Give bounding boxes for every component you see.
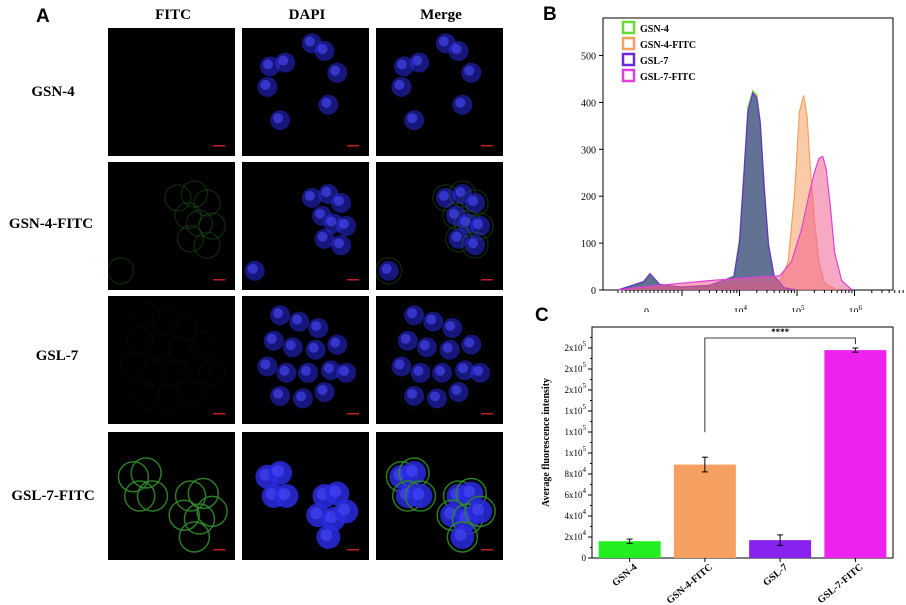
bar-category-label: GSL-7 [761, 562, 790, 589]
bar-category-label: GSN-4 [610, 562, 639, 589]
row-label-gsn-4: GSN-4 [31, 84, 75, 100]
flow-cytometry-histogram: 01002003004005000104105106107GSN-4GSN-4-… [581, 17, 904, 312]
bar-y-tick-label: 0 [582, 553, 587, 563]
flow-legend-label: GSL-7 [640, 56, 668, 67]
bar-y-tick-label: 1x105 [565, 424, 587, 437]
flow-legend-swatch [621, 20, 636, 35]
flow-y-tick-label: 400 [581, 98, 596, 109]
bar-gsl-7-fitc [824, 350, 887, 558]
bar-gsn-4 [598, 541, 661, 558]
row-label-gsn-4-fitc: GSN-4-FITC [8, 216, 94, 232]
micrograph-gsl-7-fitc-dapi [242, 432, 369, 560]
bar-y-tick-label: 6x104 [565, 487, 587, 500]
fluorescence-intensity-bar-chart: 0 2x104 4x104 6x104 8x104 1x105 1x105 1x105 2x10… [541, 326, 894, 605]
bar-y-tick-label: 4x104 [565, 508, 587, 521]
flow-x-tick-label: 106 [849, 304, 863, 312]
flow-x-tick-label: 105 [791, 304, 805, 312]
bar-gsl-7 [749, 540, 812, 558]
flow-legend-swatch [621, 68, 636, 83]
flow-y-tick-label: 300 [581, 145, 596, 156]
panel-c-letter: C [535, 305, 549, 326]
micrograph-gsn-4-fitc-merge [376, 162, 503, 290]
bar-y-tick-label: 2x104 [565, 529, 587, 542]
flow-y-tick-label: 0 [591, 286, 596, 297]
flow-legend-label: GSN-4-FITC [640, 40, 696, 51]
bar-y-tick-label: 8x104 [565, 466, 587, 479]
bar-gsn-4-fitc [673, 464, 736, 558]
flow-legend-swatch [621, 52, 636, 67]
bar-y-axis-label: Average fluorescence intensity [541, 378, 552, 507]
flow-y-tick-label: 200 [581, 192, 596, 203]
panel-b-letter: B [543, 4, 557, 25]
flow-legend-label: GSL-7-FITC [640, 72, 696, 83]
micrograph-gsn-4-merge [376, 28, 503, 156]
flow-series-line-gsl-7-fitc [617, 155, 853, 291]
flow-y-tick-label: 100 [581, 239, 596, 250]
micrograph-gsn-4-fitc [108, 28, 235, 156]
row-label-gsl-7: GSL-7 [35, 348, 79, 364]
micrograph-gsn-4-fitc-dapi [242, 162, 369, 290]
column-header-dapi: DAPI [288, 7, 326, 23]
column-header-fitc: FITC [155, 7, 191, 23]
column-header-merge: Merge [420, 7, 462, 23]
row-label-gsl-7-fitc: GSL-7-FITC [11, 488, 95, 504]
micrograph-gsn-4-dapi [242, 28, 369, 156]
flow-series-area-gsl-7 [618, 93, 797, 290]
bar-category-label: GSL-7-FITC [816, 562, 866, 605]
flow-legend-swatch [621, 36, 636, 51]
panel-a-letter: A [36, 6, 50, 27]
bar-y-tick-label: 2x105 [565, 382, 587, 395]
micrograph-gsn-4-fitc-fitc [108, 162, 235, 290]
flow-x-tick-label: 0 [644, 307, 649, 312]
micrograph-gsl-7-fitc [108, 296, 235, 424]
micrograph-gsl-7-dapi [242, 296, 369, 424]
micrograph-gsl-7-fitc-merge [376, 432, 503, 560]
flow-legend-label: GSN-4 [640, 24, 669, 35]
bar-y-tick-label: 1x105 [565, 403, 587, 416]
bar-category-label: GSN-4-FITC [665, 562, 715, 605]
flow-y-tick-label: 500 [581, 52, 596, 63]
bar-y-tick-label: 2x105 [565, 340, 587, 353]
micrograph-gsl-7-fitc-fitc [108, 432, 235, 560]
flow-series-line-gsl-7 [617, 91, 798, 291]
flow-x-tick-label: 104 [734, 304, 748, 312]
micrograph-gsl-7-merge [376, 296, 503, 424]
bar-y-tick-label: 2x105 [565, 361, 587, 374]
bar-y-tick-label: 1x105 [565, 445, 587, 458]
significance-label: **** [771, 327, 790, 337]
significance-bracket [704, 337, 856, 433]
